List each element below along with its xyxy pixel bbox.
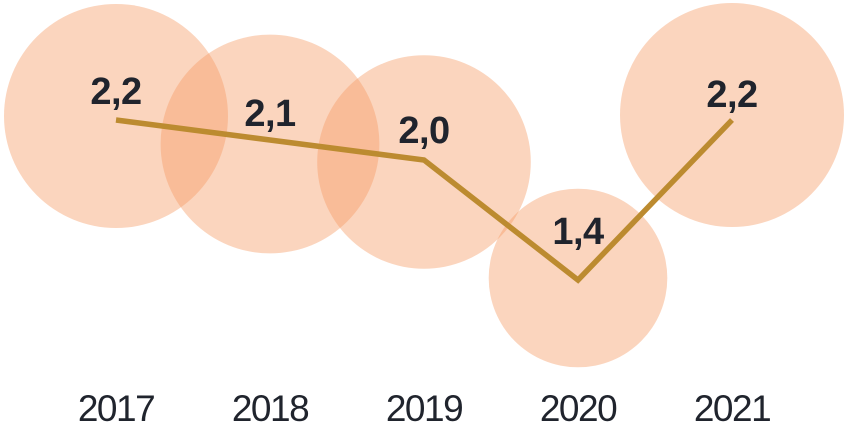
x-axis-label-2020: 2020 [540, 388, 617, 425]
value-label-2018: 2,1 [244, 93, 296, 135]
value-label-2019: 2,0 [398, 110, 449, 152]
bubble-2017 [4, 4, 228, 228]
x-axis-label-2021: 2021 [694, 388, 770, 425]
value-label-2020: 1,4 [552, 211, 604, 253]
x-axis-label-2017: 2017 [78, 388, 154, 425]
x-axis-label-2018: 2018 [232, 388, 308, 425]
bubble-2021 [620, 3, 844, 227]
value-label-2017: 2,2 [90, 71, 141, 113]
bubble-2018 [160, 34, 380, 254]
value-label-2021: 2,2 [706, 74, 757, 116]
trend-line [115, 117, 734, 284]
x-axis-label-2019: 2019 [386, 388, 462, 425]
